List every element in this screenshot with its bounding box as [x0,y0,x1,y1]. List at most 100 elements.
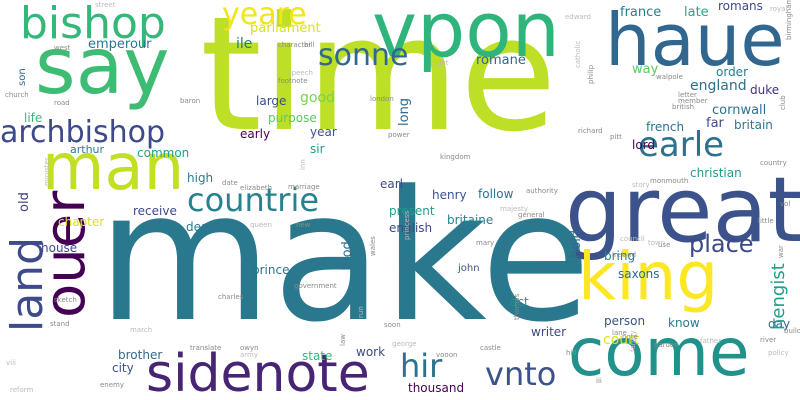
cloud-word: order [716,65,748,79]
cloud-word: country [760,159,787,167]
cloud-word: chapter [58,215,105,229]
cloud-word: london [370,95,394,103]
cloud-word: english [389,221,433,235]
cloud-word: government [294,282,337,290]
cloud-word: present [389,204,435,218]
cloud-word: elizabeth [240,184,273,192]
cloud-word: lane [612,329,627,337]
cloud-word: way [632,62,659,77]
cloud-word: high [187,171,214,185]
cloud-word: george [392,340,417,348]
cloud-word: town [648,239,666,247]
cloud-word: know [668,316,700,330]
cloud-word: year [310,125,337,139]
cloud-word: lord [632,138,656,152]
cloud-word: date [222,179,238,187]
cloud-word: owyn [240,344,259,352]
cloud-word: club [779,95,787,110]
cloud-word: policy [768,349,789,357]
cloud-word: act [510,295,529,309]
cloud-word: thousand [408,381,465,395]
cloud-word: letter [678,91,697,99]
cloud-word: majesty [500,205,528,213]
cloud-word: wales [369,236,377,256]
cloud-word: court [603,332,640,348]
cloud-word: king [578,238,719,315]
cloud-word: work [356,345,386,359]
cloud-word: member [678,97,708,105]
cloud-word: emperour [88,37,152,52]
cloud-word: cornwall [712,103,767,118]
cloud-word: britaine [447,213,494,227]
cloud-word: good [300,90,335,106]
cloud-word: church [5,91,29,99]
cloud-word: person [604,314,646,328]
cloud-word: royal [770,5,788,13]
cloud-word: sidenote [146,344,370,400]
cloud-word: british [672,103,695,111]
cloud-word: road [54,99,70,107]
cloud-word: son [17,68,28,86]
cloud-word: run [357,306,365,318]
cloud-word: hill [566,349,577,357]
cloud-word: thomas [513,293,521,320]
cloud-word: march [130,326,153,334]
cloud-word: hengist [768,263,789,330]
cloud-word: receive [133,204,177,218]
cloud-word: make [97,153,592,362]
cloud-word: authority [526,187,558,195]
cloud-word: late [684,5,709,20]
cloud-word: birmingham [785,0,793,40]
cloud-word: philip [587,64,595,84]
cloud-word: inn [299,159,307,170]
cloud-word: saxons [618,267,660,281]
cloud-word: earle [638,125,725,165]
cloud-word: early [240,127,271,141]
cloud-word: hold [569,229,584,258]
cloud-word: long [397,97,412,126]
cloud-word: death [186,220,221,234]
cloud-word: father [700,337,722,345]
cloud-word: england [690,78,747,94]
cloud-word: romane [476,53,526,68]
cloud-word: sir [310,142,325,156]
cloud-word: city [112,361,134,375]
cloud-word: sonne [318,38,409,73]
cloud-word: reform [10,386,34,394]
cloud-word: translate [190,344,222,352]
cloud-word: bill [304,41,315,49]
cloud-word: french [646,120,685,134]
cloud-word: vol [780,200,791,208]
cloud-word: street [95,1,116,9]
cloud-word: earl [380,177,404,191]
cloud-word: queen [250,221,272,229]
cloud-word: iii [596,377,602,385]
cloud-word: monmouth [650,177,689,185]
cloud-word: vnto [485,355,557,393]
cloud-word: army [240,351,259,359]
cloud-word: place [689,230,754,258]
cloud-word: enemy [100,381,125,389]
cloud-word: day [768,317,791,331]
cloud-word: story [632,181,650,189]
cloud-word: purpose [268,111,317,125]
cloud-word: brother [118,348,163,362]
cloud-word: new [296,221,311,229]
cloud-word: note [622,333,638,341]
cloud-word: general [518,211,545,219]
cloud-word: prince [252,263,290,277]
cloud-word: far [706,116,724,131]
cloud-word: garden [654,341,679,349]
cloud-word: footnote [278,77,308,85]
cloud-word: speech [288,69,313,77]
cloud-word: writer [531,325,567,339]
cloud-word: bring [604,249,636,263]
cloud-word: vpon [372,0,560,74]
cloud-word: say [35,22,170,112]
cloud-word: romans [718,0,763,13]
cloud-word: law [339,334,347,346]
cloud-word: follow [478,187,514,201]
cloud-word: west [54,44,71,52]
cloud-word: countrie [187,181,320,219]
cloud-word: character [278,41,312,49]
